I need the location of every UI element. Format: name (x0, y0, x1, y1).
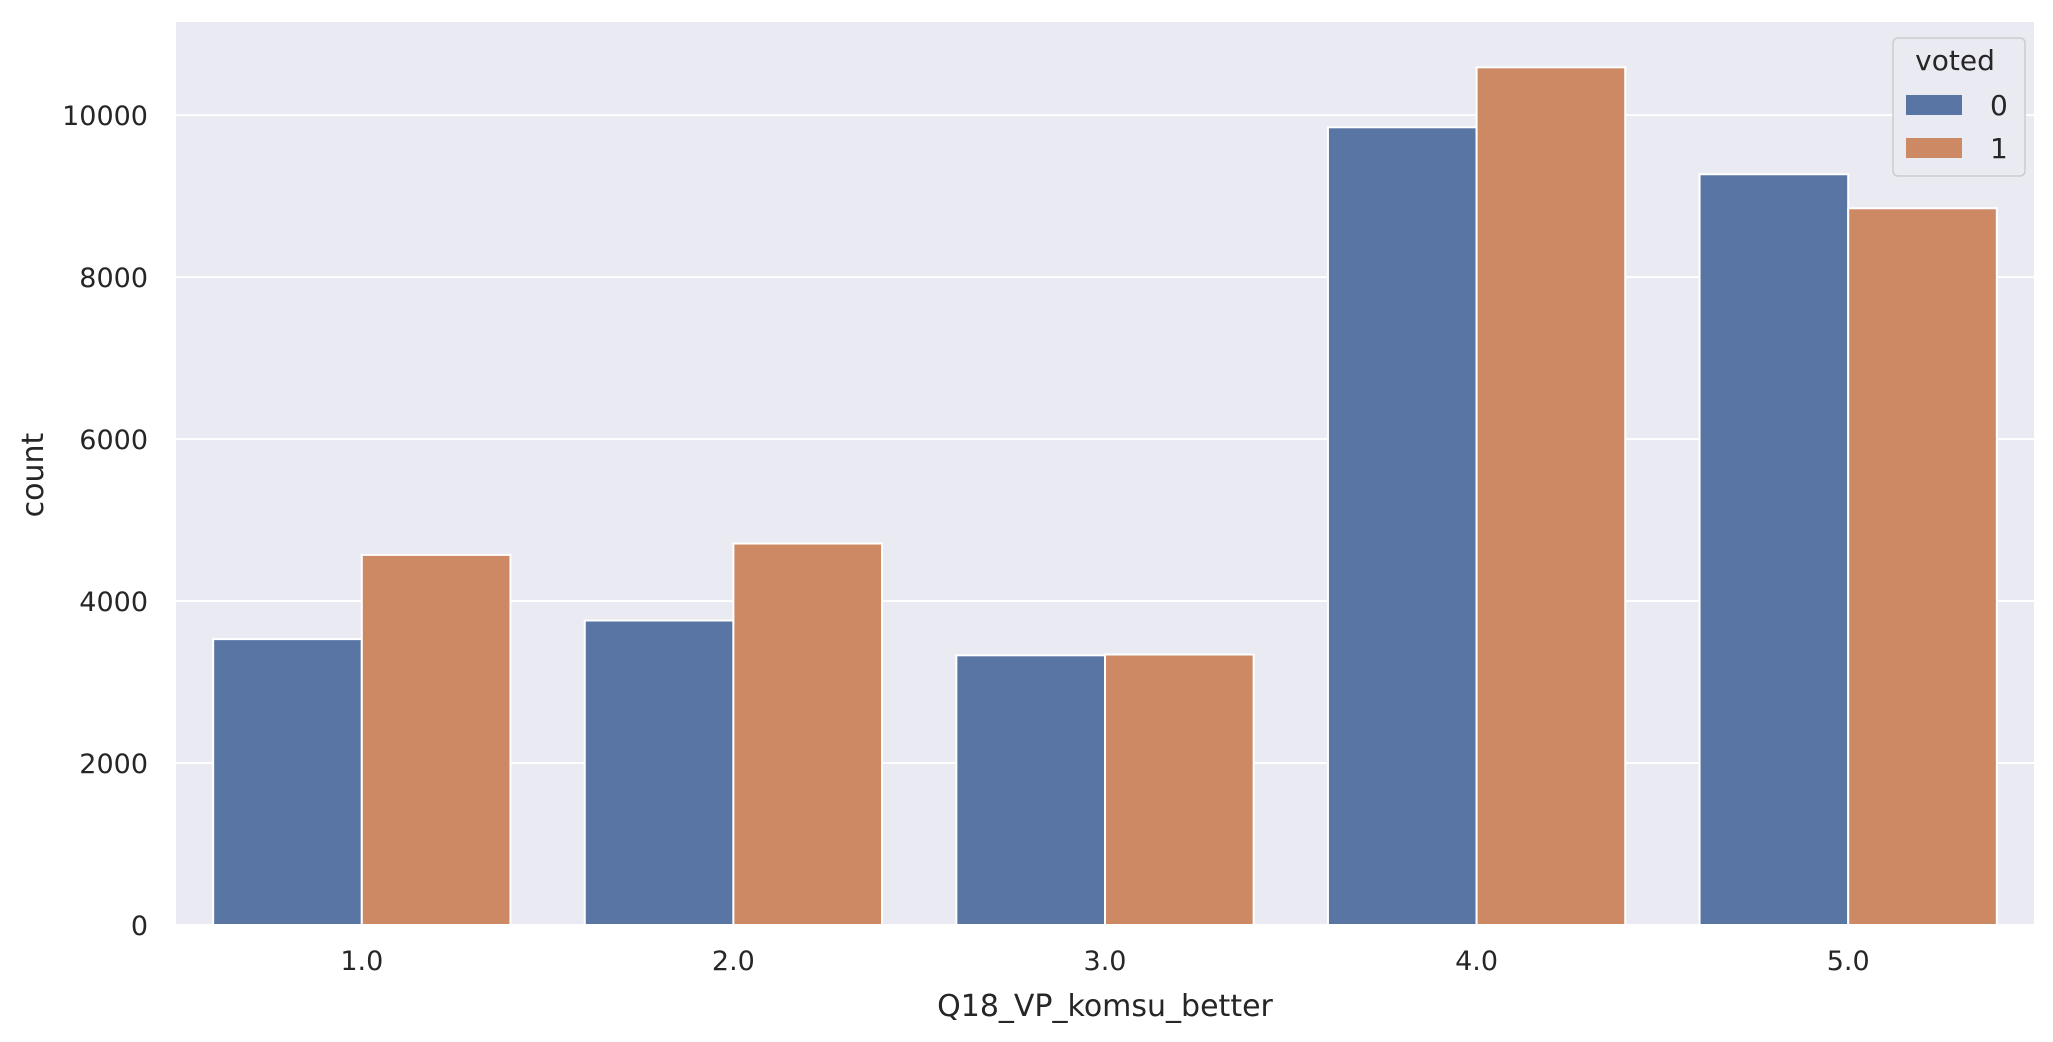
legend-title: voted (1915, 44, 1995, 77)
x-axis-ticks: 1.0 2.0 3.0 4.0 5.0 (340, 946, 1869, 977)
bars (212, 66, 1998, 927)
y-tick-label: 6000 (79, 425, 148, 456)
bar-5.0-series-0 (1698, 173, 1850, 927)
y-axis-label: count (16, 432, 51, 517)
legend-swatch-0 (1906, 95, 1962, 115)
y-tick-label: 10000 (62, 101, 148, 132)
y-tick-label: 0 (131, 911, 148, 942)
y-tick-label: 2000 (79, 749, 148, 780)
x-tick-label: 4.0 (1455, 946, 1498, 977)
legend: voted 0 1 (1892, 37, 2026, 177)
legend-swatch-1 (1906, 138, 1962, 158)
bar-4.0-series-0 (1326, 126, 1478, 926)
x-tick-label: 3.0 (1084, 946, 1127, 977)
x-tick-label: 1.0 (340, 946, 383, 977)
x-tick-label: 5.0 (1827, 946, 1870, 977)
bar-3.0-series-1 (1104, 653, 1255, 926)
bar-2.0-series-0 (583, 619, 735, 927)
y-axis-ticks: 0 2000 4000 6000 8000 10000 (62, 101, 148, 942)
y-tick-label: 8000 (79, 263, 148, 294)
bar-2.0-series-1 (732, 542, 884, 926)
legend-label-0: 0 (1990, 89, 2008, 122)
x-axis-label: Q18_VP_komsu_better (937, 989, 1273, 1024)
bar-5.0-series-1 (1847, 207, 1998, 927)
x-tick-label: 2.0 (712, 946, 755, 977)
bar-3.0-series-0 (955, 654, 1106, 927)
bar-4.0-series-1 (1475, 66, 1627, 926)
bar-1.0-series-0 (212, 638, 363, 926)
legend-label-1: 1 (1990, 132, 2008, 165)
bar-1.0-series-1 (360, 553, 512, 926)
y-tick-label: 4000 (79, 587, 148, 618)
